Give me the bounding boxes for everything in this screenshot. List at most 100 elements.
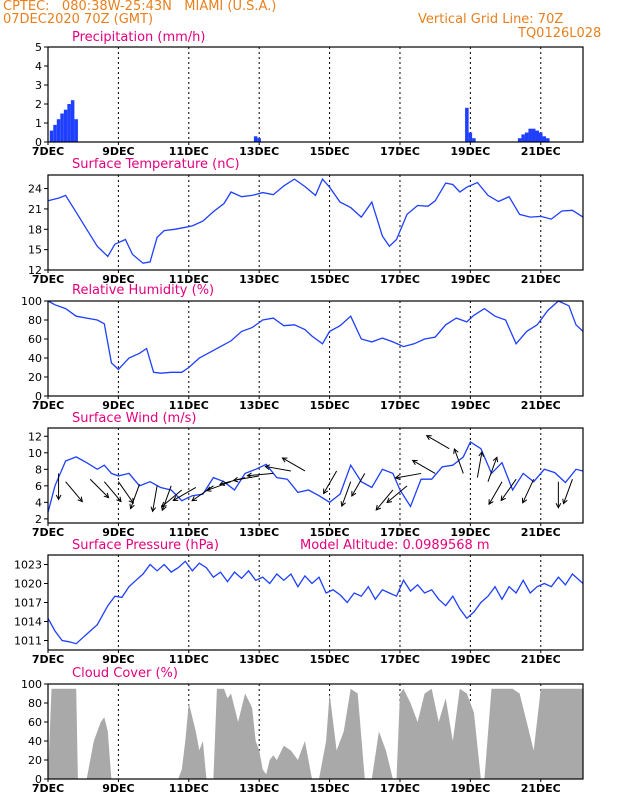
wind-arrow <box>117 481 134 504</box>
wind-xtick-label: 15DEC <box>310 526 350 539</box>
wind-arrow <box>563 479 573 504</box>
pres-xtick-label: 7DEC <box>32 653 64 666</box>
wind-arrow <box>453 448 464 474</box>
rh-ytick-label: 40 <box>28 352 42 365</box>
rh-xtick-label: 9DEC <box>102 399 134 412</box>
cloud-ytick-label: 0 <box>35 773 42 786</box>
cloud-title: Cloud Cover (%) <box>72 666 178 681</box>
temp-xtick-label: 19DEC <box>450 273 490 286</box>
precip-bar <box>67 104 71 142</box>
precip-bar <box>521 134 525 142</box>
wind-arrow-head <box>264 464 271 470</box>
wind-xtick-label: 17DEC <box>380 526 420 539</box>
precip-bar <box>539 132 543 142</box>
rh-ytick-label: 80 <box>28 314 42 327</box>
wind-arrow-head <box>562 498 568 505</box>
precip-bar <box>60 113 64 142</box>
wind-arrow <box>65 481 83 502</box>
cloud-xtick-label: 7DEC <box>32 782 64 795</box>
temp-ytick-label: 18 <box>28 223 42 236</box>
wind-arrow <box>395 472 422 479</box>
precip-xtick-label: 11DEC <box>169 145 209 158</box>
wind-arrow-head <box>246 472 253 479</box>
wind-arrow <box>103 481 122 502</box>
wind-arrow-head <box>160 501 167 508</box>
cloud-xtick-label: 17DEC <box>380 782 420 795</box>
wind-ytick-label: 8 <box>35 463 42 476</box>
wind-arrow <box>522 479 535 503</box>
wind-arrow-head <box>411 459 418 465</box>
pres-series-line <box>47 560 584 645</box>
header-date: 07DEC2020 70Z (GMT) <box>3 12 154 27</box>
cloud-frame <box>47 683 584 780</box>
cloud-xtick-label: 15DEC <box>310 782 350 795</box>
wind-arrow <box>161 489 183 508</box>
pres-frame <box>47 554 584 651</box>
wind-arrow-head <box>453 448 459 454</box>
wind-xtick-label: 11DEC <box>169 526 209 539</box>
temp-xtick-label: 7DEC <box>32 273 64 286</box>
cloud-ytick-label: 40 <box>28 735 42 748</box>
precip-xtick-label: 21DEC <box>521 145 561 158</box>
precip-bar <box>531 128 536 142</box>
precip-bar <box>546 138 550 142</box>
wind-arrow <box>426 435 450 450</box>
temp-xtick-label: 9DEC <box>102 273 134 286</box>
precip-xtick-label: 19DEC <box>450 145 490 158</box>
wind-arrow <box>152 485 158 512</box>
rh-title: Relative Humidity (%) <box>72 283 214 298</box>
wind-ytick-label: 6 <box>35 480 42 493</box>
precip-bar <box>542 136 547 142</box>
cloud-xtick-label: 9DEC <box>102 782 134 795</box>
wind-arrow-head <box>172 495 179 502</box>
wind-arrow <box>476 451 483 478</box>
wind-arrow <box>233 475 260 481</box>
temp-frame <box>47 174 584 271</box>
pres-ytick-label: 1011 <box>14 635 42 648</box>
wind-arrow-head <box>281 457 288 463</box>
wind-arrow-head <box>386 497 393 504</box>
precip-bar <box>53 124 57 142</box>
wind-arrow <box>265 465 291 472</box>
precip-bar <box>468 132 473 142</box>
pres-annotation: Model Altitude: 0.0989568 m <box>300 538 490 553</box>
cloud-ytick-label: 100 <box>21 678 42 691</box>
pres-xtick-label: 19DEC <box>450 653 490 666</box>
wind-xtick-label: 21DEC <box>521 526 561 539</box>
header-code: TQ0126L028 <box>518 26 602 41</box>
wind-ytick-label: 12 <box>28 430 42 443</box>
wind-arrow <box>412 460 436 474</box>
precip-ytick-label: 1 <box>35 117 42 130</box>
rh-xtick-label: 15DEC <box>310 399 350 412</box>
rh-ytick-label: 20 <box>28 371 42 384</box>
cloud-xtick-label: 21DEC <box>521 782 561 795</box>
temp-xtick-label: 13DEC <box>239 273 279 286</box>
cloud-xtick-label: 11DEC <box>169 782 209 795</box>
wind-ytick-label: 4 <box>35 496 42 509</box>
rh-frame <box>47 300 584 397</box>
wind-arrow <box>173 487 197 501</box>
wind-xtick-label: 19DEC <box>450 526 490 539</box>
precip-xtick-label: 7DEC <box>32 145 64 158</box>
wind-arrow-head <box>116 496 122 503</box>
temp-xtick-label: 15DEC <box>310 273 350 286</box>
temp-series-line <box>47 177 584 264</box>
wind-arrow <box>351 473 366 497</box>
wind-arrow-head <box>500 495 506 502</box>
temp-ytick-label: 12 <box>28 264 42 277</box>
pres-ytick-label: 1014 <box>14 616 42 629</box>
precip-bar <box>56 119 61 142</box>
precip-bar <box>472 138 476 142</box>
wind-arrow <box>282 457 306 472</box>
wind-ytick-label: 2 <box>35 513 42 526</box>
precip-bar <box>257 138 261 142</box>
cloud-area <box>48 688 583 779</box>
wind-arrow-head <box>478 450 484 457</box>
precip-bar <box>524 132 529 142</box>
cloud-xtick-label: 13DEC <box>239 782 279 795</box>
wind-xtick-label: 13DEC <box>239 526 279 539</box>
pres-xtick-label: 9DEC <box>102 653 134 666</box>
rh-xtick-label: 13DEC <box>239 399 279 412</box>
temp-ytick-label: 24 <box>28 183 42 196</box>
